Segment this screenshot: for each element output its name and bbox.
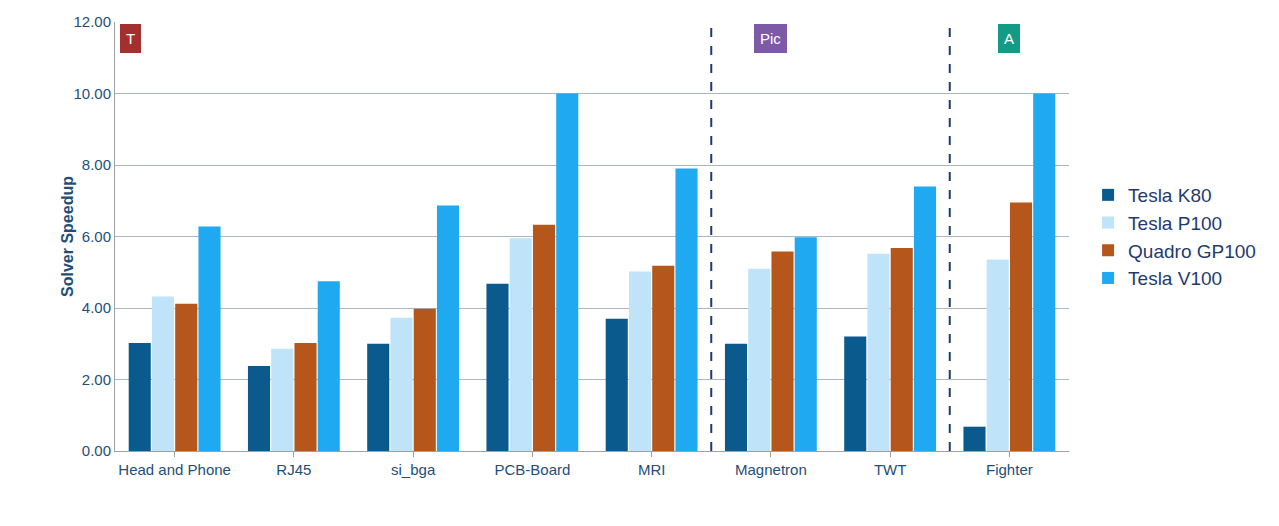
svg-text:Fighter: Fighter bbox=[986, 461, 1033, 478]
svg-text:8.00: 8.00 bbox=[82, 156, 111, 173]
svg-text:Magnetron: Magnetron bbox=[735, 461, 807, 478]
svg-text:Pic: Pic bbox=[760, 30, 781, 47]
svg-text:PCB-Board: PCB-Board bbox=[494, 461, 570, 478]
svg-text:Quadro GP100: Quadro GP100 bbox=[1128, 241, 1256, 262]
svg-text:6.00: 6.00 bbox=[82, 228, 111, 245]
svg-text:Tesla V100: Tesla V100 bbox=[1128, 268, 1222, 289]
svg-text:TWT: TWT bbox=[874, 461, 906, 478]
svg-text:10.00: 10.00 bbox=[73, 85, 111, 102]
svg-text:si_bga: si_bga bbox=[391, 461, 436, 478]
svg-text:T: T bbox=[126, 30, 135, 47]
svg-text:RJ45: RJ45 bbox=[276, 461, 311, 478]
svg-text:0.00: 0.00 bbox=[82, 442, 111, 459]
svg-text:4.00: 4.00 bbox=[82, 299, 111, 316]
svg-text:Solver Speedup: Solver Speedup bbox=[59, 176, 76, 297]
svg-text:2.00: 2.00 bbox=[82, 371, 111, 388]
svg-text:12.00: 12.00 bbox=[73, 13, 111, 30]
svg-text:Head and Phone: Head and Phone bbox=[118, 461, 231, 478]
svg-text:Tesla P100: Tesla P100 bbox=[1128, 213, 1222, 234]
svg-text:Tesla K80: Tesla K80 bbox=[1128, 185, 1211, 206]
svg-text:A: A bbox=[1004, 30, 1014, 47]
svg-text:MRI: MRI bbox=[638, 461, 666, 478]
